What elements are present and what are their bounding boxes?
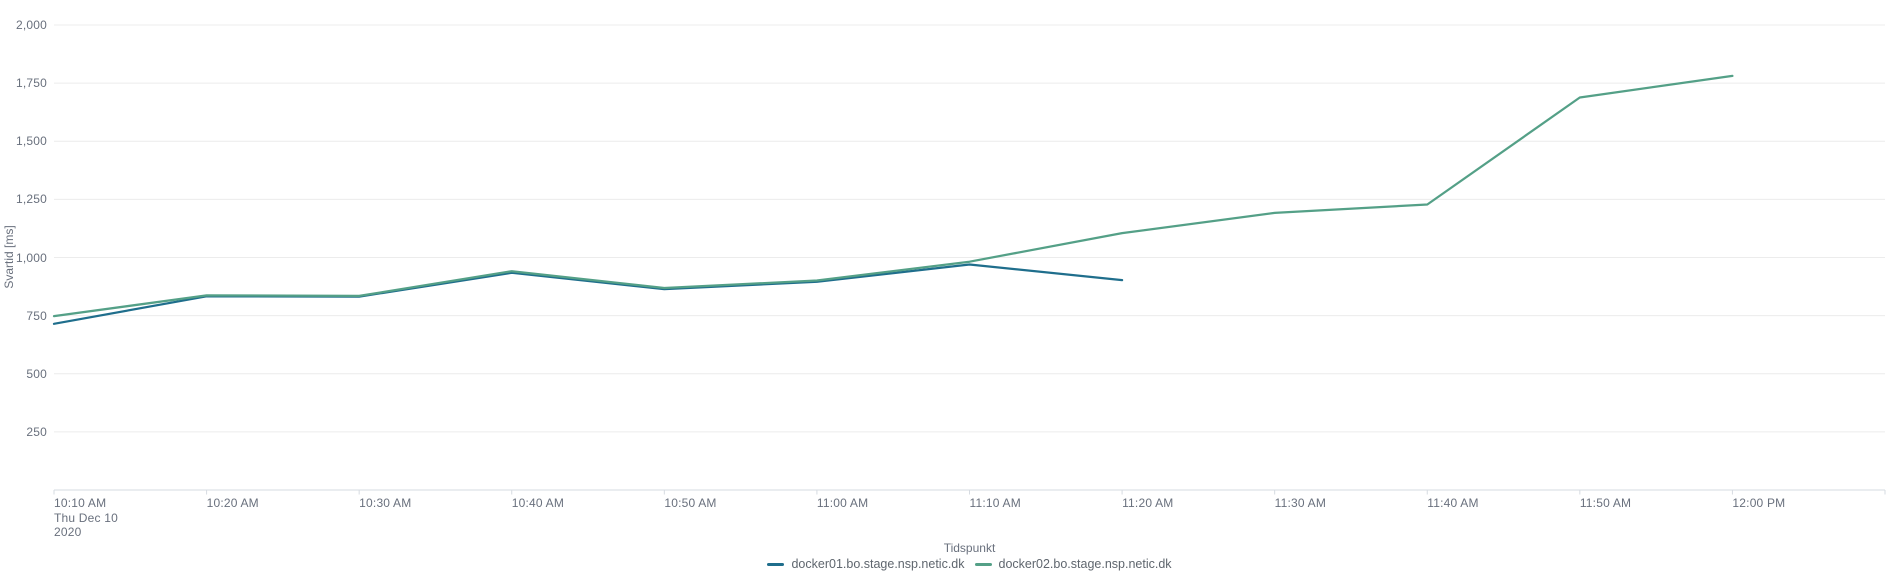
x-tick-label: 11:10 AM [970,496,1021,511]
x-axis-title: Tidspunkt [943,541,996,555]
x-tick-time: 10:50 AM [664,496,717,510]
x-tick-label: 10:30 AM [359,496,411,511]
x-tick-label: 10:40 AM [512,496,564,511]
series-line-docker02 [52,74,1734,318]
legend-label: docker02.bo.stage.nsp.netic.dk [998,557,1172,571]
x-tick-label: 10:50 AM [664,496,716,511]
legend-swatch [974,562,992,566]
legend-label: docker01.bo.stage.nsp.netic.dk [791,557,965,571]
x-tick-time: 11:30 AM [1274,496,1327,510]
x-tick-label: 10:10 AM Thu Dec 10 2020 [54,496,118,540]
x-tick-label: 11:50 AM [1580,496,1631,511]
x-tick-time: 10:10 AM [54,496,107,510]
x-tick-time: 11:10 AM [969,496,1021,510]
x-tick-label: 11:30 AM [1275,496,1326,511]
x-tick-label: 11:20 AM [1122,496,1173,511]
legend: docker01.bo.stage.nsp.netic.dk docker02.b… [54,557,1885,571]
y-tick-label: 500 [26,366,47,381]
y-tick-label: 2,000 [15,18,47,32]
x-tick-time: 10:20 AM [206,496,259,510]
legend-item-docker02[interactable]: docker02.bo.stage.nsp.netic.dk [974,557,1172,571]
y-tick-label: 1,000 [15,250,47,265]
y-tick-label: 1,250 [15,192,47,207]
y-tick-label: 1,750 [15,76,47,91]
legend-swatch [767,562,785,566]
x-tick-time: 11:40 AM [1427,496,1479,510]
y-tick-label: 250 [26,424,47,439]
y-tick-label: 750 [26,308,47,323]
x-tick-time: 10:30 AM [359,496,412,510]
x-tick-date: 2020 [54,525,82,540]
x-tick-label: 11:00 AM [817,496,868,511]
x-tick-time: 12:00 PM [1732,496,1786,510]
x-tick-label: 11:40 AM [1427,496,1478,511]
x-tick-label: 10:20 AM [207,496,259,511]
x-tick-time: 11:00 AM [816,496,869,510]
series-line-docker01 [52,263,1124,325]
x-tick-time: 11:50 AM [1579,496,1632,510]
x-tick-date: Thu Dec 10 [54,510,119,525]
y-tick-label: 1,500 [15,134,47,149]
x-tick-label: 12:00 PM [1732,496,1785,511]
x-tick-time: 11:20 AM [1122,496,1174,510]
x-tick-time: 10:40 AM [511,496,565,510]
legend-item-docker01[interactable]: docker01.bo.stage.nsp.netic.dk [767,557,965,571]
